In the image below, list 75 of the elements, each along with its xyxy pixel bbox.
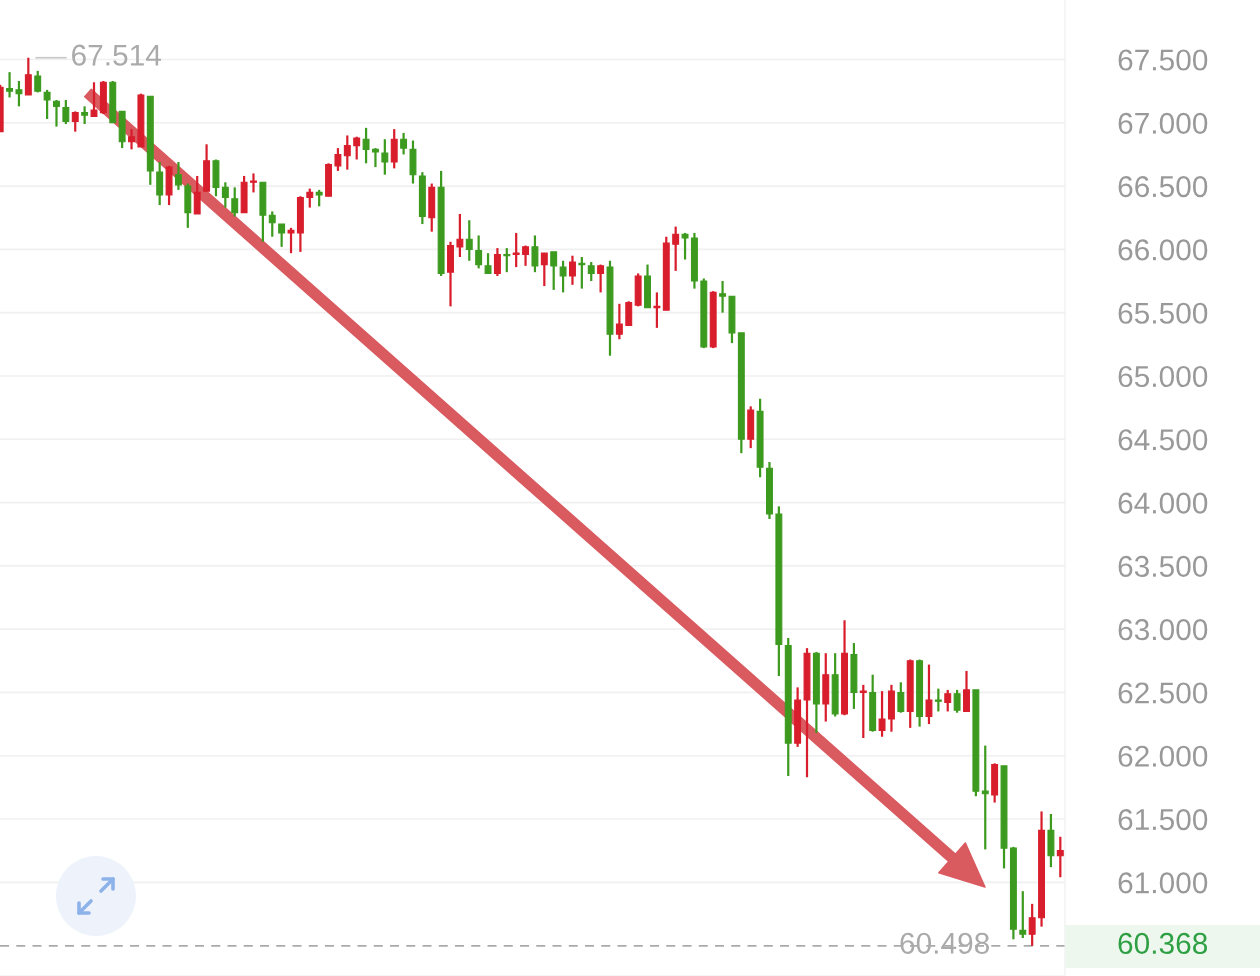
candlestick xyxy=(6,71,14,99)
candlestick xyxy=(53,98,60,128)
candlestick xyxy=(221,181,229,209)
y-tick-label: 66.000 xyxy=(1118,239,1208,261)
candlestick xyxy=(934,687,942,713)
candlestick xyxy=(963,669,970,713)
y-tick-label: 63.000 xyxy=(1118,619,1208,641)
candlestick xyxy=(156,160,164,207)
candlestick xyxy=(278,222,286,248)
candlestick xyxy=(231,186,239,218)
candlestick xyxy=(306,187,314,209)
candlestick xyxy=(475,234,483,270)
candlestick xyxy=(625,300,633,327)
candlestick xyxy=(1056,835,1064,879)
candlestick xyxy=(503,247,511,274)
y-tick-label: 64.500 xyxy=(1118,429,1208,451)
candlestick xyxy=(484,252,492,275)
y-tick-label: 67.000 xyxy=(1118,112,1208,134)
candlestick xyxy=(250,172,257,194)
y-tick-label: 62.000 xyxy=(1118,745,1208,767)
candlestick xyxy=(615,302,623,341)
candlestick xyxy=(897,681,905,714)
candlestick xyxy=(362,126,370,165)
candlestick xyxy=(925,663,933,726)
candlestick xyxy=(343,134,351,171)
candlestick xyxy=(15,79,23,108)
candlestick xyxy=(334,147,342,172)
candlestick xyxy=(71,110,79,133)
candlestick xyxy=(672,225,680,273)
candlestick xyxy=(90,81,98,118)
candlestick xyxy=(24,56,32,97)
candlestick xyxy=(1019,890,1027,940)
candlestick xyxy=(400,131,408,156)
candlestick xyxy=(878,690,886,738)
candlestick xyxy=(531,234,539,274)
y-tick-label: 61.000 xyxy=(1118,872,1208,894)
candlestick xyxy=(371,147,379,169)
candlestick xyxy=(1028,902,1036,947)
candlestick xyxy=(128,128,135,151)
y-tick-label: 63.500 xyxy=(1118,555,1208,577)
y-tick-label: 64.000 xyxy=(1118,492,1208,514)
candlestick xyxy=(390,128,398,170)
candlestick xyxy=(512,231,520,269)
y-tick-label: 65.000 xyxy=(1118,365,1208,388)
y-tick-label: 67.500 xyxy=(1118,49,1208,71)
candlestick xyxy=(287,226,295,255)
y-tick-label: 66.500 xyxy=(1118,176,1208,198)
candlestick xyxy=(859,683,867,740)
candlestick xyxy=(381,138,389,176)
candlestick xyxy=(953,688,961,714)
candlestick xyxy=(43,88,51,121)
candlestick xyxy=(268,210,276,238)
candlestick xyxy=(681,231,689,261)
candlestick xyxy=(193,174,201,216)
candlestick xyxy=(174,160,182,191)
candlestick xyxy=(569,254,576,286)
text: 60.368 xyxy=(1118,932,1208,955)
candlestick xyxy=(550,250,558,291)
y-tick-label: 61.500 xyxy=(1118,809,1208,831)
candlestick xyxy=(493,247,501,278)
candlestick xyxy=(653,291,661,329)
candlestick xyxy=(456,212,464,259)
candlestick xyxy=(719,279,727,314)
candlestick xyxy=(559,259,567,294)
candlestick xyxy=(587,260,595,283)
candlestick xyxy=(465,219,473,262)
y-tick-label: 65.500 xyxy=(1118,302,1208,324)
candlestick xyxy=(540,252,548,288)
candlestick xyxy=(597,263,605,294)
candlestick xyxy=(62,98,70,126)
ref-line-label: 60.498 xyxy=(900,932,990,954)
y-tick-label: 62.500 xyxy=(1118,682,1208,704)
candlestick xyxy=(578,255,586,290)
candlestick xyxy=(944,688,952,713)
annotation: 67.514 xyxy=(72,44,162,66)
